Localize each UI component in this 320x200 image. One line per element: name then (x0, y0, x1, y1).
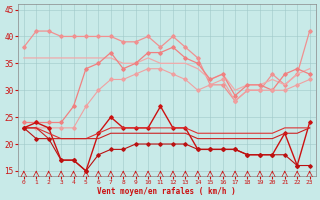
X-axis label: Vent moyen/en rafales ( km/h ): Vent moyen/en rafales ( km/h ) (97, 187, 236, 196)
